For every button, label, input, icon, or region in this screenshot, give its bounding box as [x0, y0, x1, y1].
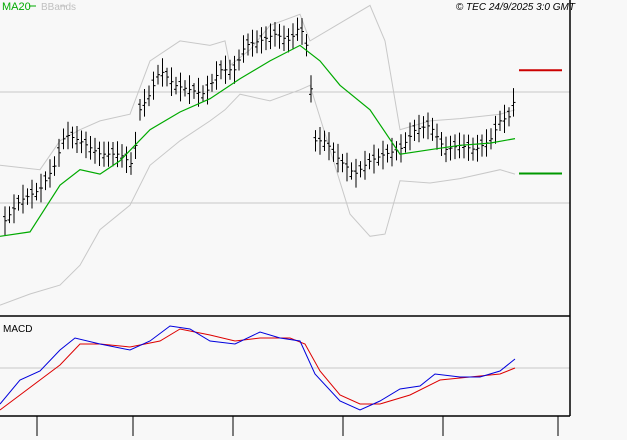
legend-bbands: BBands [41, 2, 76, 13]
macd-title: MACD [3, 324, 32, 335]
copyright: © TEC 24/9/2025 3:0 GMT [456, 2, 576, 13]
bb-lower-line [0, 84, 516, 306]
macd-line [0, 325, 516, 411]
macd-signal-line [0, 328, 516, 411]
legend-ma20: MA20 [2, 1, 31, 13]
ma20-line [0, 44, 516, 237]
